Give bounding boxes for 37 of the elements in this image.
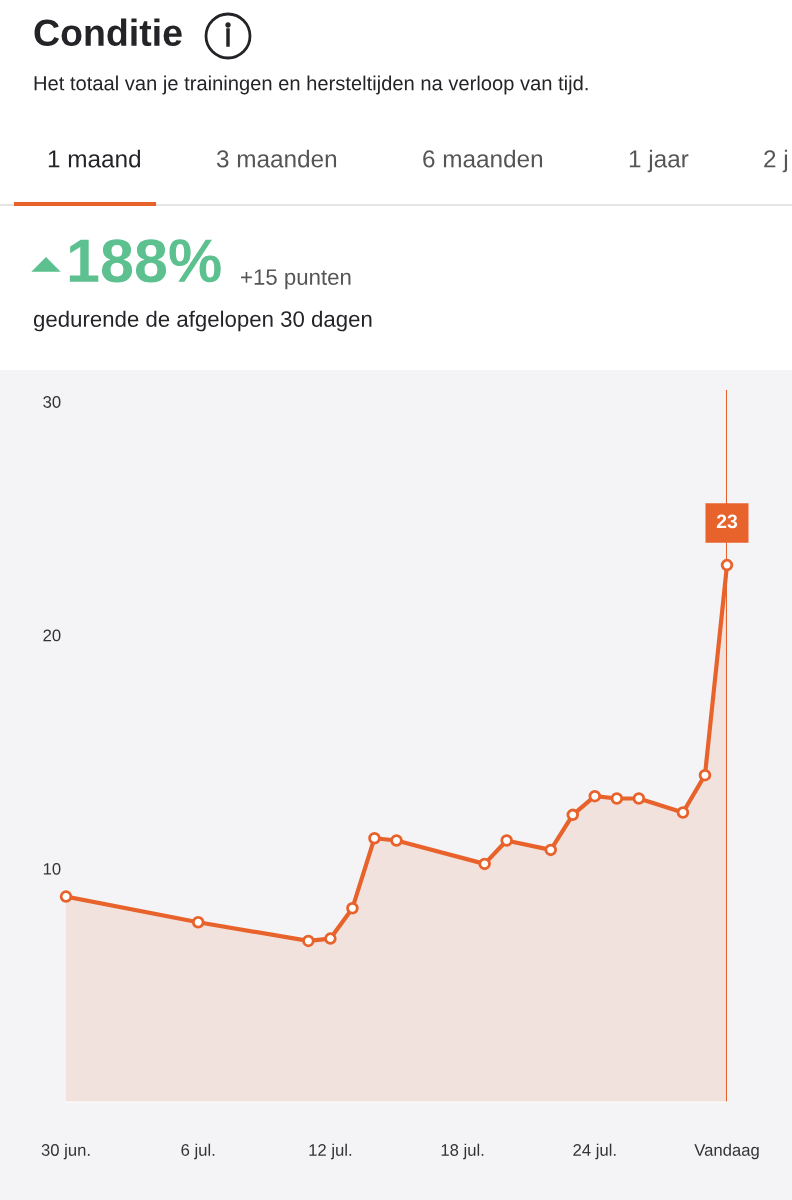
point	[368, 831, 381, 845]
point	[676, 806, 690, 819]
x-tick-label: 18 jul.	[441, 1143, 484, 1160]
point	[191, 916, 205, 929]
point	[610, 792, 624, 805]
x-tick-label: 12 jul.	[309, 1143, 352, 1160]
text: 1 jaar	[629, 149, 689, 173]
point	[500, 834, 513, 847]
text: +15 punten	[241, 269, 351, 290]
text: gedurende de afgelopen 30 dagen	[33, 310, 372, 332]
point	[588, 789, 602, 803]
text: 1 maand	[48, 149, 141, 168]
point	[390, 834, 403, 847]
x-tick-label: 6 jul.	[181, 1143, 215, 1160]
chart-title: Conditie	[34, 18, 182, 47]
point	[720, 558, 734, 572]
text: 188%	[69, 239, 221, 283]
x-tick-label: 30 jun.	[41, 1143, 90, 1160]
point	[632, 792, 646, 805]
point	[478, 857, 491, 871]
point	[566, 808, 580, 822]
x-tick-label: Vandaag	[694, 1143, 759, 1160]
point	[302, 934, 315, 948]
point	[324, 932, 337, 945]
y-tick-label: 10	[43, 862, 61, 875]
point	[59, 890, 73, 903]
y-tick-label: 30	[43, 396, 61, 408]
y-tick-label: 20	[43, 629, 61, 642]
chart-subtitle: Het totaal van je trainingen en hersteltijden na verloop van tijd.	[34, 75, 588, 95]
point	[698, 768, 712, 782]
point	[544, 843, 557, 857]
text: 6 maanden	[423, 149, 543, 168]
text: 2 j	[764, 149, 788, 173]
point	[346, 901, 359, 915]
text: 3 maanden	[216, 149, 337, 168]
x-tick-label: 24 jul.	[573, 1143, 616, 1160]
annotation: 23	[716, 514, 738, 529]
